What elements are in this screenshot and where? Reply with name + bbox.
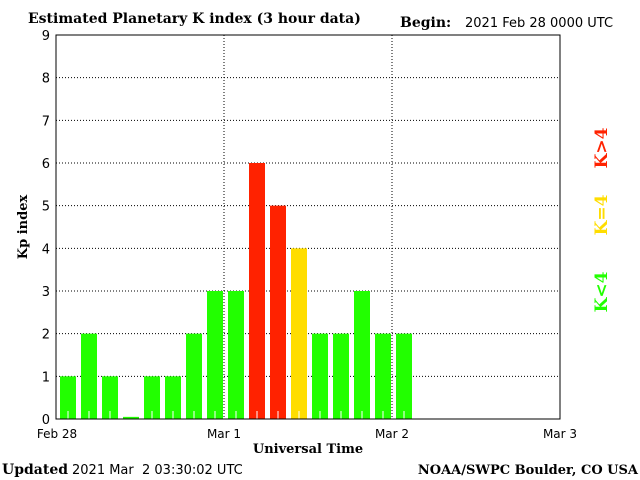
y-tick-label: 6 — [42, 157, 50, 172]
x-tick-label: Mar 2 — [375, 427, 409, 441]
begin-value: 2021 Feb 28 0000 UTC — [465, 16, 613, 31]
kp-bar — [249, 163, 265, 419]
kp-bar — [123, 416, 139, 419]
kp-bar — [228, 291, 244, 419]
x-tick-label: Feb 28 — [37, 427, 77, 441]
kp-bar — [81, 333, 97, 419]
chart-title: Estimated Planetary K index (3 hour data… — [28, 11, 361, 27]
kp-bar — [270, 205, 286, 419]
kp-bar — [312, 333, 328, 419]
kp-bar — [60, 376, 76, 419]
source-credit: NOAA/SWPC Boulder, CO USA — [418, 463, 639, 478]
y-tick-label: 7 — [42, 114, 50, 129]
y-tick-label: 3 — [42, 285, 50, 300]
updated-label: Updated — [2, 462, 68, 478]
kp-bar — [165, 376, 181, 419]
kp-bar — [186, 333, 202, 419]
plot-frame — [55, 34, 561, 420]
legend-k-greater-4: K>4 — [592, 127, 612, 168]
kp-bar — [396, 333, 412, 419]
y-tick-label: 0 — [42, 413, 50, 428]
kp-bar — [333, 333, 349, 419]
kp-bar — [291, 248, 307, 419]
x-axis-label: Universal Time — [253, 442, 363, 457]
y-tick-label: 2 — [42, 328, 50, 343]
y-tick-label: 4 — [42, 242, 50, 257]
kp-bar — [144, 376, 160, 419]
legend-k-less-4: K<4 — [592, 271, 612, 312]
kp-bar — [207, 291, 223, 419]
legend-k-equal-4: K=4 — [592, 194, 612, 235]
kp-bar — [375, 333, 391, 419]
kp-bar — [354, 291, 370, 419]
kp-bar — [102, 376, 118, 419]
y-tick-label: 5 — [42, 200, 50, 215]
y-axis-label: Kp index — [16, 195, 31, 260]
updated-value: 2021 Mar 2 03:30:02 UTC — [72, 463, 243, 478]
x-tick-label: Mar 3 — [543, 427, 577, 441]
x-tick-label: Mar 1 — [207, 427, 241, 441]
y-tick-label: 8 — [42, 72, 50, 87]
y-tick-label: 1 — [42, 370, 50, 385]
begin-label: Begin: — [400, 15, 451, 31]
y-tick-label: 9 — [42, 29, 50, 44]
